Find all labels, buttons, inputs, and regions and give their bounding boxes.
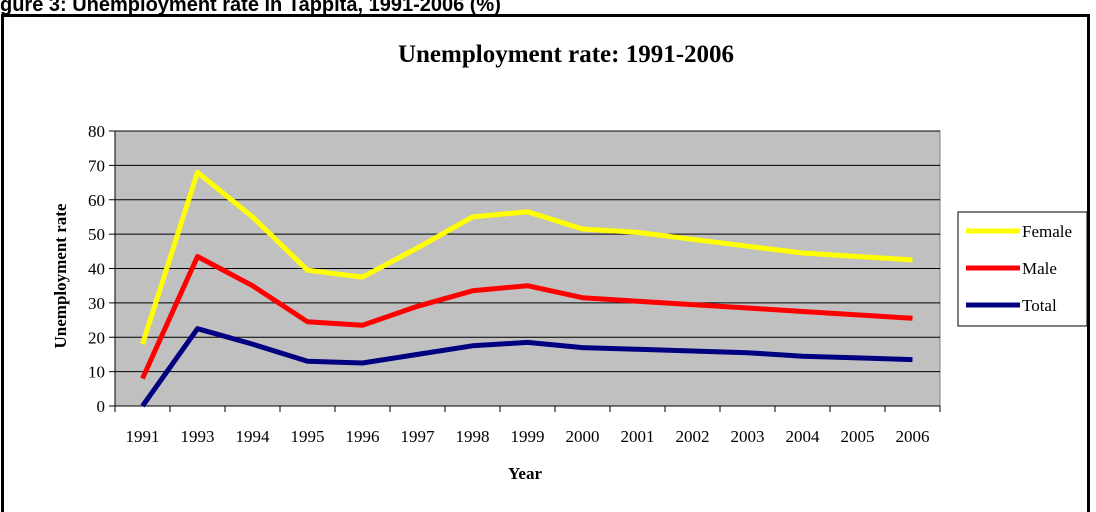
- x-tick-label: 2006: [896, 427, 930, 446]
- x-tick-label: 2003: [731, 427, 765, 446]
- x-tick-label: 2005: [841, 427, 875, 446]
- x-tick-label: 2002: [676, 427, 710, 446]
- y-tick-label: 70: [88, 156, 105, 175]
- y-axis-title: Unemployment rate: [51, 203, 70, 348]
- y-tick-label: 30: [88, 294, 105, 313]
- x-tick-label: 1991: [126, 427, 160, 446]
- x-tick-label: 1997: [401, 427, 436, 446]
- legend-label-male: Male: [1022, 259, 1057, 278]
- x-axis-title: Year: [508, 464, 542, 483]
- legend: Female Male Total: [957, 211, 1088, 327]
- x-tick-label: 1996: [346, 427, 380, 446]
- x-tick-label: 2001: [621, 427, 655, 446]
- figure-caption: gure 3: Unemployment rate in Tappita, 19…: [0, 0, 501, 16]
- y-tick-label: 80: [88, 122, 105, 141]
- series-lines: [140, 169, 913, 408]
- series-line-total: [140, 326, 913, 408]
- series-line-male: [140, 254, 913, 380]
- y-tick-label: 0: [97, 397, 106, 416]
- y-tick-label: 20: [88, 328, 105, 347]
- y-tick-label: 10: [88, 363, 105, 382]
- x-tick-label: 1999: [511, 427, 545, 446]
- x-axis-ticks: 1991 1993 1994 1995 1996 1997 1998 1999 2000 2001…: [114, 406, 941, 446]
- x-tick-label: 1994: [236, 427, 271, 446]
- x-tick-label: 1998: [456, 427, 490, 446]
- y-axis-ticks: 0 10 20 30 40 50 60 70 80: [88, 122, 115, 416]
- series-line-female: [140, 169, 913, 345]
- legend-label-total: Total: [1022, 296, 1057, 315]
- x-tick-label: 2000: [566, 427, 600, 446]
- y-tick-label: 60: [88, 191, 105, 210]
- y-tick-label: 50: [88, 225, 105, 244]
- x-tick-label: 1993: [181, 427, 215, 446]
- chart-frame: [1, 14, 1090, 512]
- chart-title: Unemployment rate: 1991-2006: [398, 41, 734, 68]
- plot-area: [114, 130, 941, 407]
- y-tick-label: 40: [88, 260, 105, 279]
- x-tick-label: 2004: [786, 427, 821, 446]
- legend-label-female: Female: [1022, 222, 1072, 241]
- x-tick-label: 1995: [291, 427, 325, 446]
